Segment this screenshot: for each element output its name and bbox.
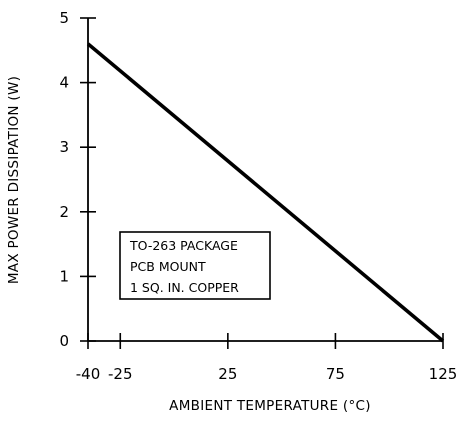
x-tick-label-75: 75 <box>326 365 345 383</box>
x-tick-label-25: 25 <box>218 365 237 383</box>
tick-labels: 0 1 2 3 4 5 -40 -25 25 75 125 <box>59 9 457 383</box>
x-tick-label-neg25: -25 <box>108 365 133 383</box>
y-tick-label-2: 2 <box>59 203 69 221</box>
annotation-box-frame <box>119 231 271 300</box>
x-tick-label-neg40: -40 <box>76 365 101 383</box>
y-tick-label-4: 4 <box>59 74 69 92</box>
annotation-line-1: TO-263 PACKAGE <box>129 238 238 253</box>
annotation-line-2: PCB MOUNT <box>130 259 206 274</box>
series-line-0 <box>86 42 445 343</box>
series-layer <box>86 42 445 343</box>
y-tick-label-0: 0 <box>59 332 69 350</box>
y-tick-label-3: 3 <box>59 138 69 156</box>
annotation-line-3: 1 SQ. IN. COPPER <box>130 280 239 295</box>
x-tick-label-125: 125 <box>429 365 458 383</box>
annotation-box: TO-263 PACKAGE PCB MOUNT 1 SQ. IN. COPPE… <box>119 231 271 300</box>
x-axis-title: AMBIENT TEMPERATURE (°C) <box>169 398 371 414</box>
y-axis-title: MAX POWER DISSIPATION (W) <box>6 76 22 284</box>
y-tick-label-1: 1 <box>59 267 69 285</box>
y-tick-label-5: 5 <box>59 9 69 27</box>
axes <box>87 18 443 342</box>
